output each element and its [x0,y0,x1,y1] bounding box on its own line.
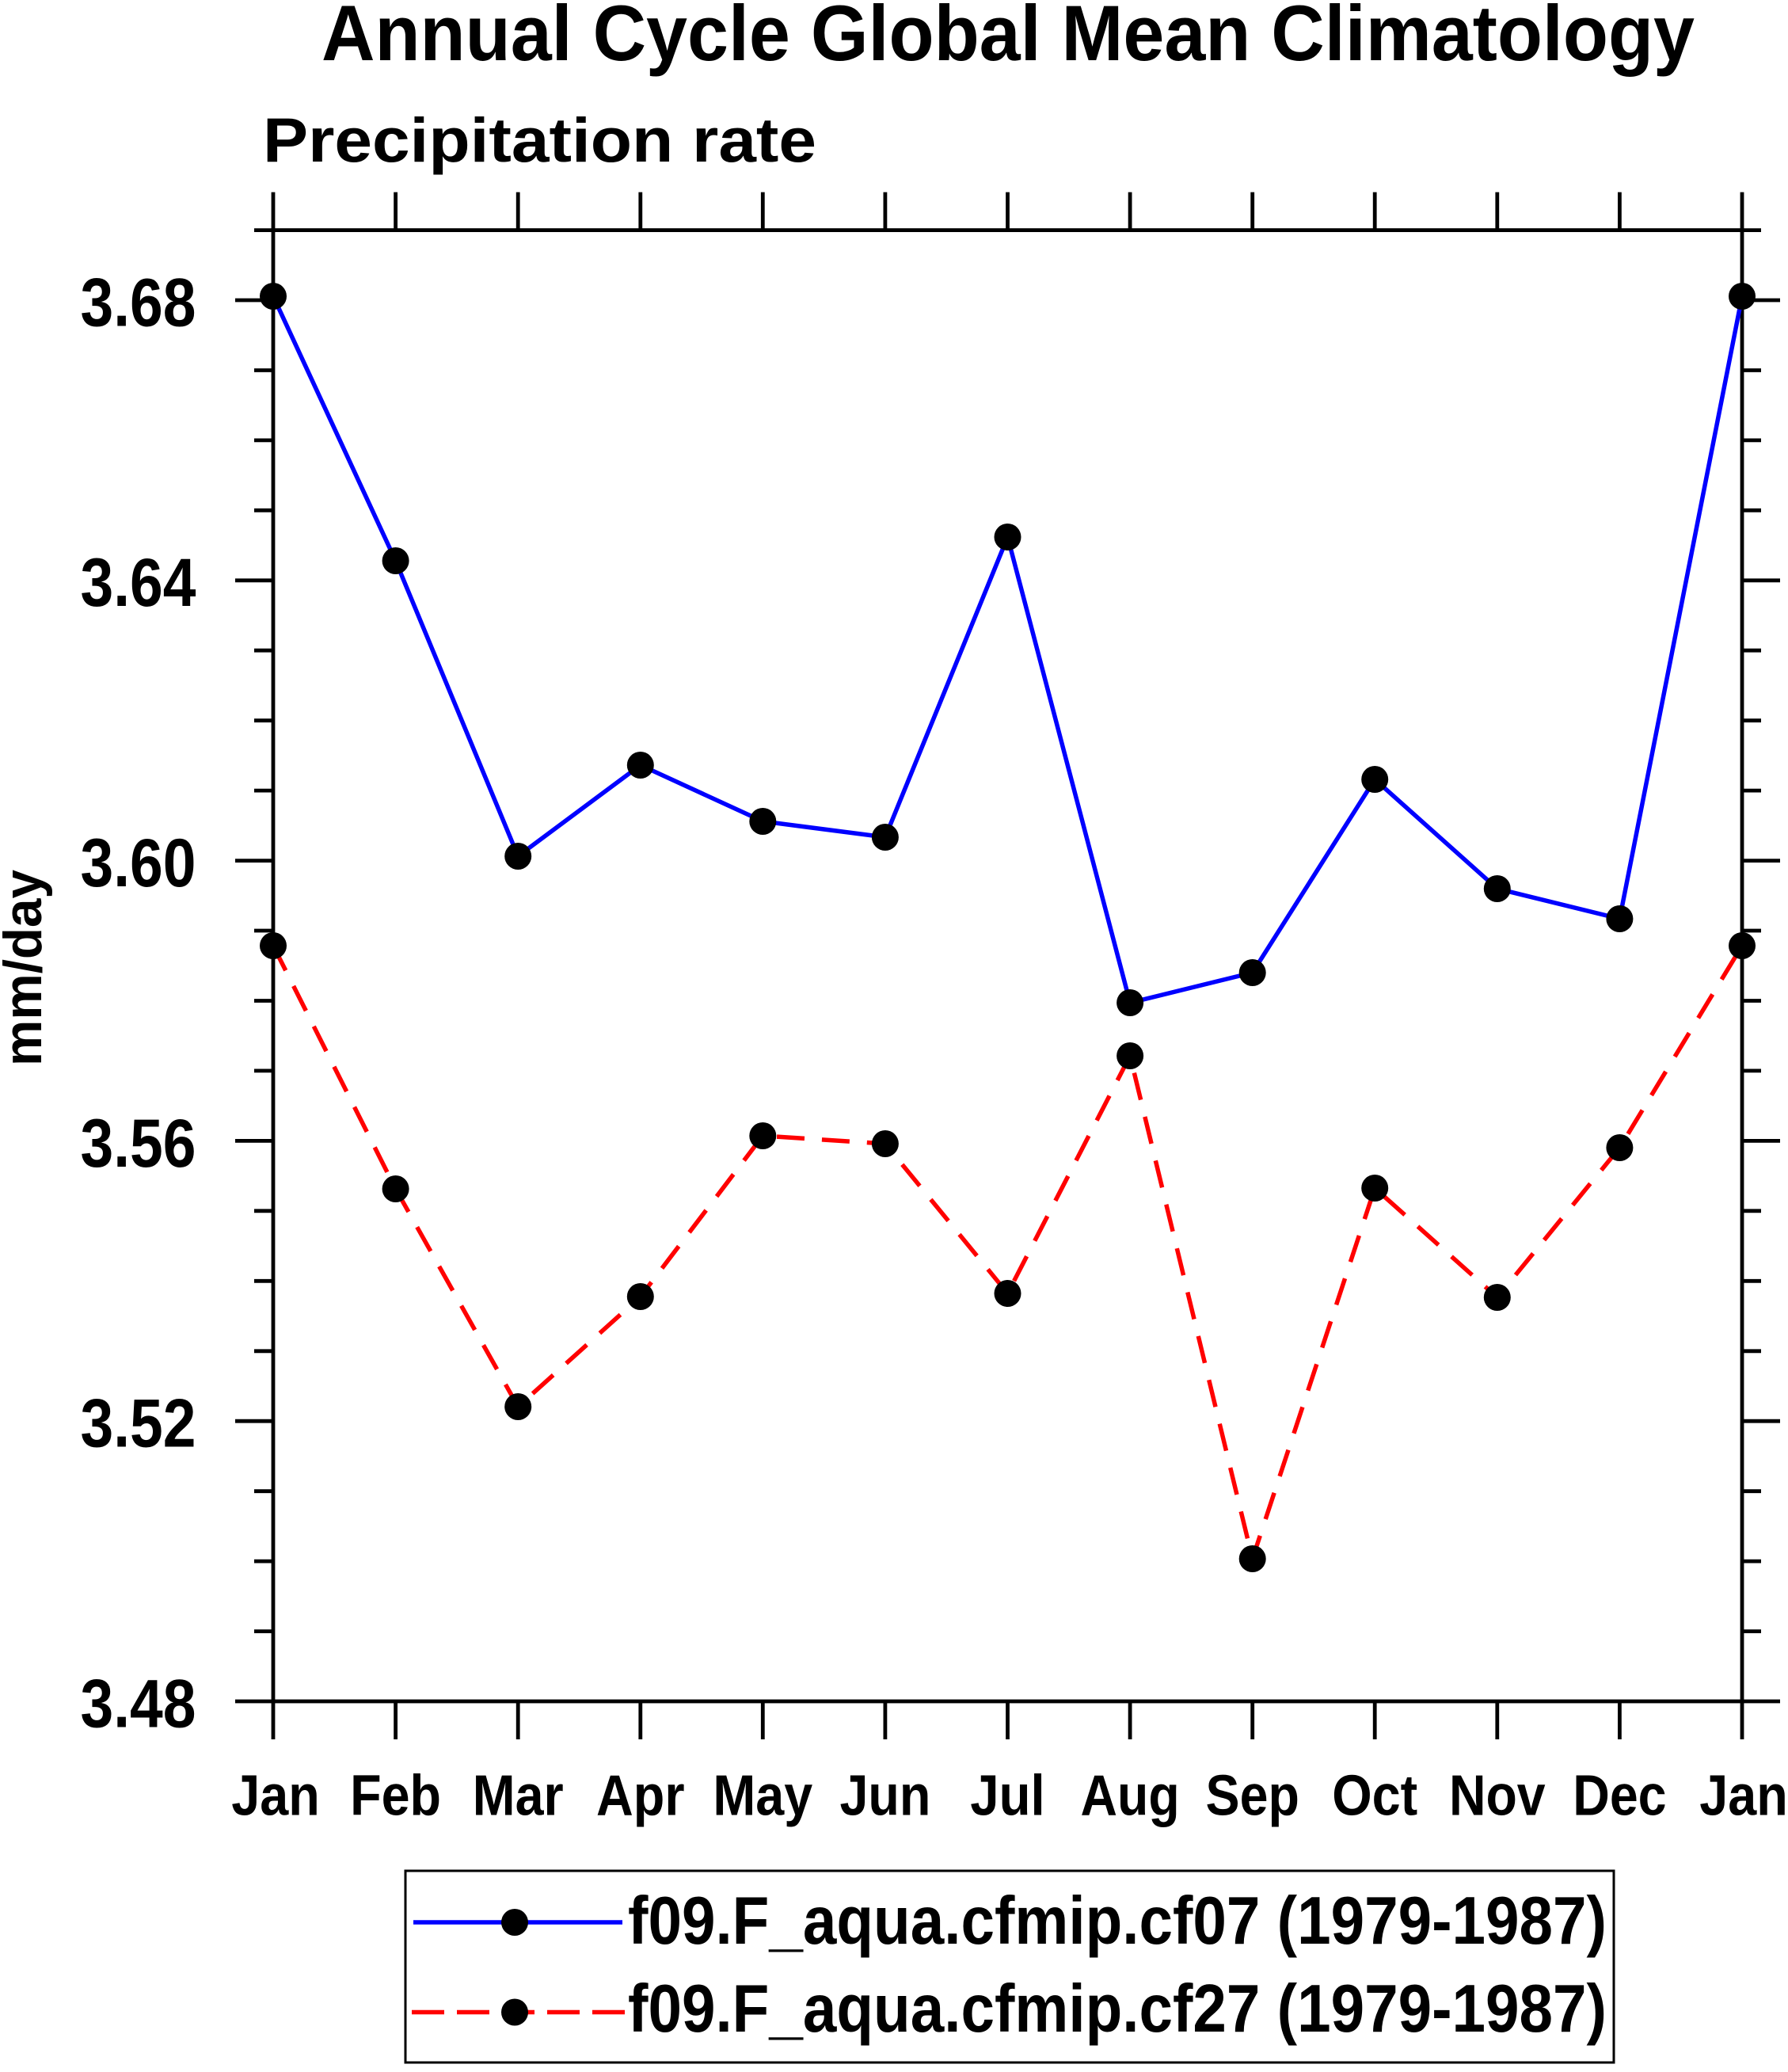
svg-text:Precipitation rate: Precipitation rate [263,105,816,175]
svg-text:Apr: Apr [596,1764,685,1827]
svg-text:3.60: 3.60 [81,825,196,901]
svg-text:f09.F_aqua.cfmip.cf07 (1979-19: f09.F_aqua.cfmip.cf07 (1979-1987) [628,1883,1607,1959]
svg-text:May: May [713,1764,812,1827]
svg-text:Oct: Oct [1332,1764,1417,1827]
svg-text:3.52: 3.52 [81,1386,196,1462]
svg-text:3.48: 3.48 [81,1666,196,1742]
svg-text:Mar: Mar [473,1764,564,1827]
svg-text:Aug: Aug [1081,1764,1180,1827]
svg-text:Jun: Jun [839,1764,930,1827]
svg-text:Jan: Jan [1699,1764,1788,1827]
svg-text:3.64: 3.64 [81,545,196,621]
svg-text:Sep: Sep [1206,1764,1299,1827]
svg-text:Dec: Dec [1573,1764,1666,1827]
svg-text:3.56: 3.56 [81,1106,196,1182]
svg-text:3.68: 3.68 [81,265,196,341]
svg-text:mm/day: mm/day [0,870,53,1066]
svg-text:Jan: Jan [231,1764,320,1827]
svg-text:Nov: Nov [1449,1764,1546,1827]
svg-text:Jul: Jul [970,1764,1044,1827]
svg-text:Annual Cycle Global Mean Clima: Annual Cycle Global Mean Climatology [321,0,1695,78]
svg-text:f09.F_aqua.cfmip.cf27 (1979-19: f09.F_aqua.cfmip.cf27 (1979-1987) [628,1971,1607,2047]
svg-text:Feb: Feb [350,1764,441,1827]
